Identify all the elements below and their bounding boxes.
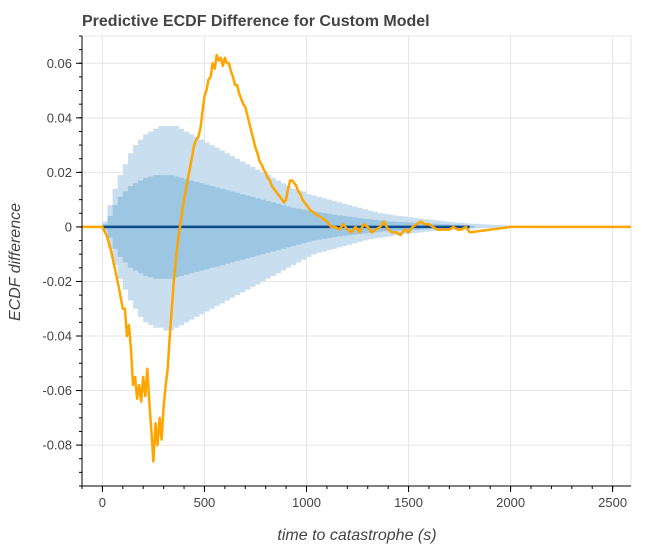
x-tick-label-3: 1500 bbox=[394, 495, 423, 510]
chart-title: Predictive ECDF Difference for Custom Mo… bbox=[82, 13, 430, 30]
y-tick-label-4: 0 bbox=[65, 219, 72, 234]
x-tick-label-2: 1000 bbox=[292, 495, 321, 510]
y-tick-label-2: -0.04 bbox=[42, 329, 72, 344]
y-tick-label-1: -0.06 bbox=[42, 383, 72, 398]
y-tick-label-3: -0.02 bbox=[42, 274, 72, 289]
x-axis-ticks: 0 500 1000 1500 2000 2500 bbox=[81, 486, 627, 510]
x-axis-label: time to catastrophe (s) bbox=[277, 527, 436, 544]
y-axis-label: ECDF difference bbox=[7, 203, 24, 321]
x-tick-label-1: 500 bbox=[194, 495, 216, 510]
y-tick-label-6: 0.04 bbox=[47, 110, 72, 125]
axes bbox=[81, 36, 631, 487]
ecdf-difference-line bbox=[82, 53, 631, 463]
x-tick-label-5: 2500 bbox=[598, 495, 627, 510]
y-tick-label-7: 0.06 bbox=[47, 56, 72, 71]
y-tick-label-0: -0.08 bbox=[42, 438, 72, 453]
y-tick-label-5: 0.02 bbox=[47, 165, 72, 180]
x-tick-label-0: 0 bbox=[99, 495, 106, 510]
series-group bbox=[82, 53, 631, 463]
y-axis-ticks: -0.08 -0.06 -0.04 -0.02 0 0.02 0.04 0.06 bbox=[42, 35, 82, 487]
x-tick-label-4: 2000 bbox=[496, 495, 525, 510]
